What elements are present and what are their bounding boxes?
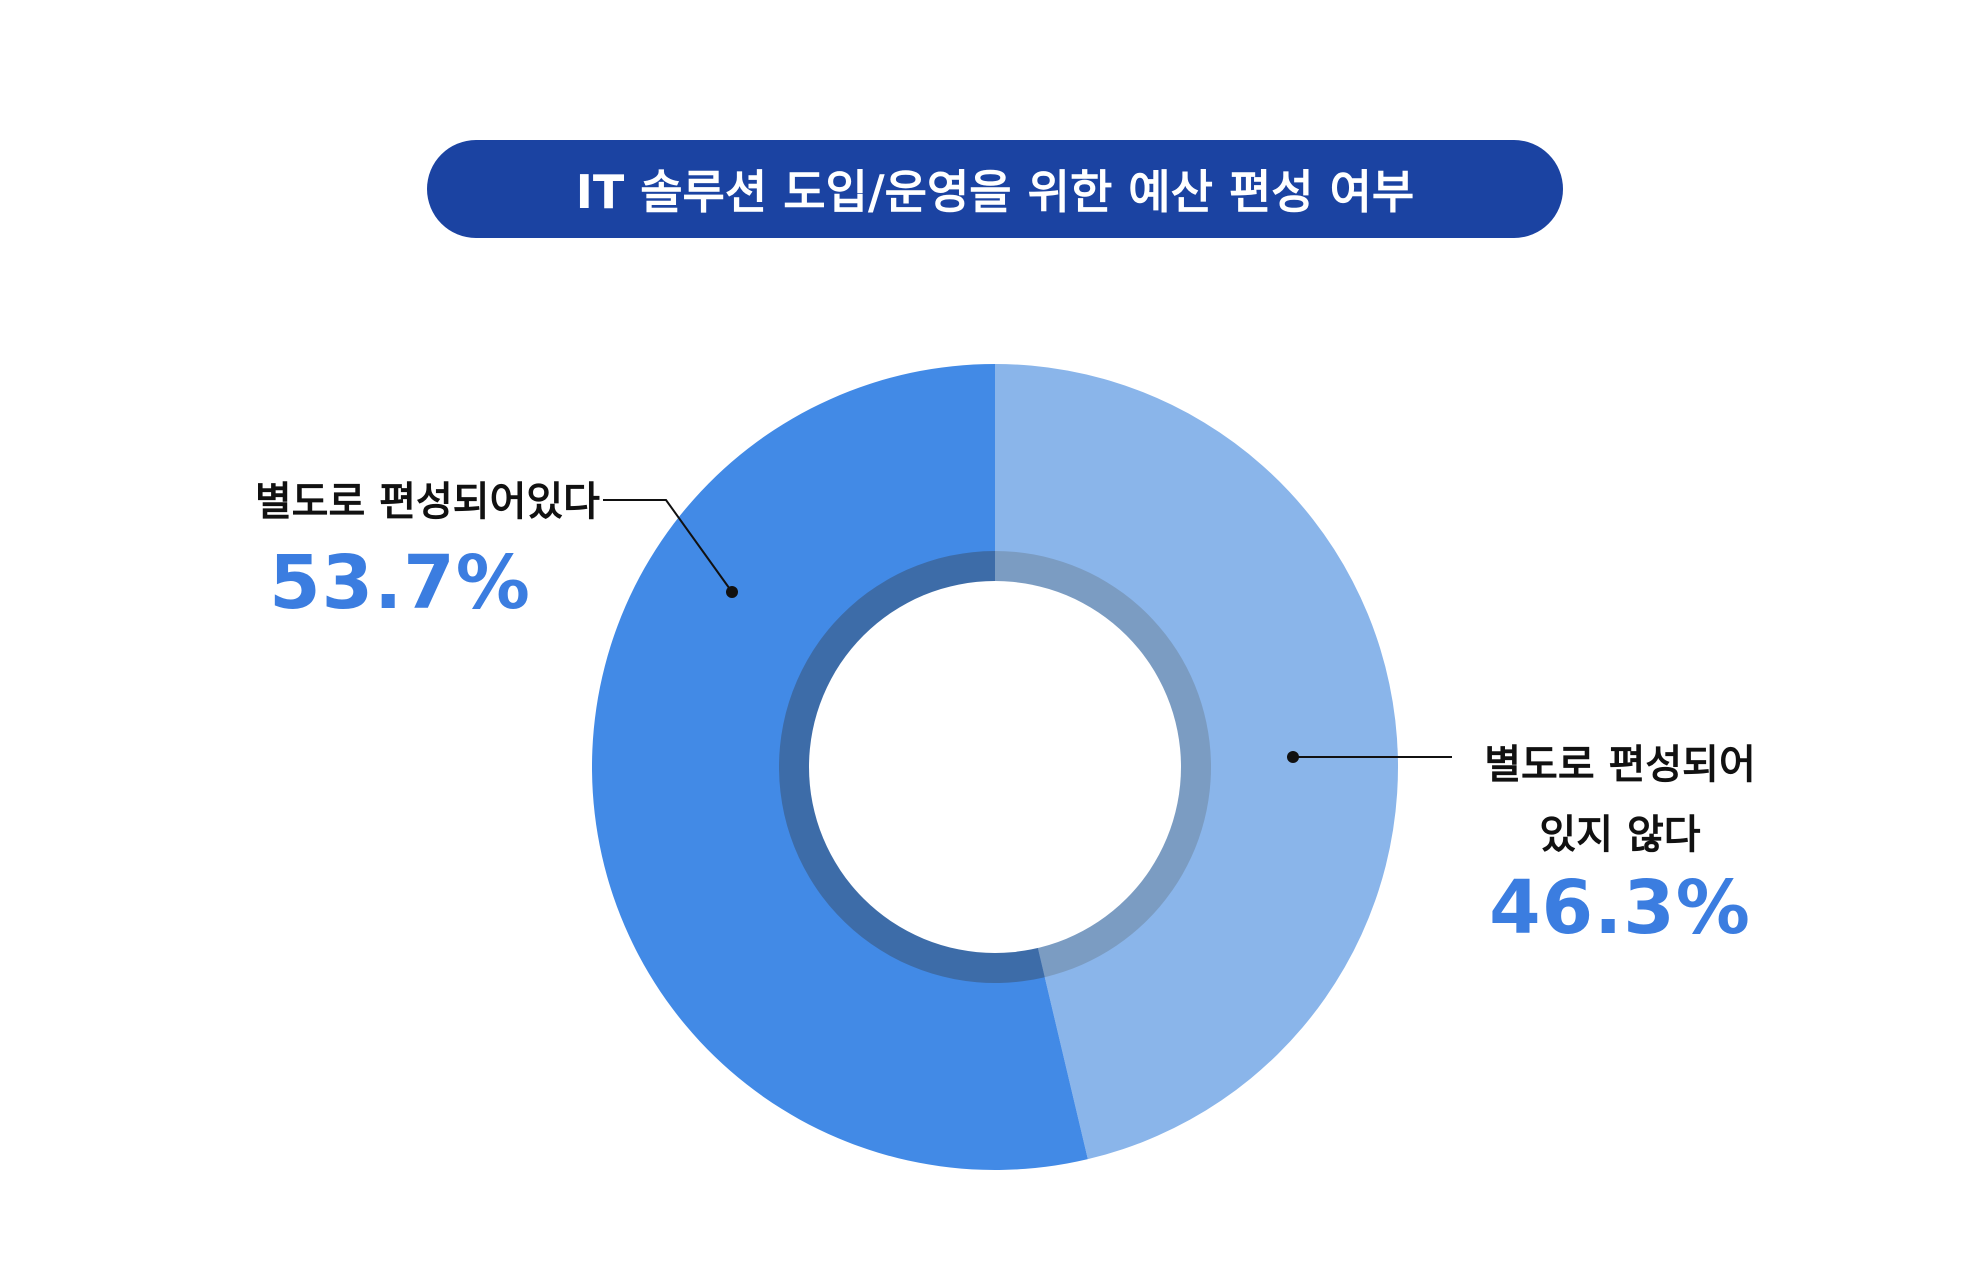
donut-hole (809, 581, 1181, 953)
slice-label-no-line1: 별도로 편성되어 (1484, 742, 1756, 788)
slice-label-no: 별도로 편성되어 있지 않다 (1440, 730, 1800, 870)
leader-lines (603, 499, 1452, 763)
slice-label-no-line2: 있지 않다 (1539, 812, 1701, 858)
leader-dot-yes (726, 586, 738, 598)
leader-dot-no (1287, 751, 1299, 763)
slice-value-yes: 53.7% (269, 540, 531, 626)
slice-value-no: 46.3% (1489, 865, 1751, 951)
chart-title: IT 솔루션 도입/운영을 위한 예산 편성 여부 (427, 140, 1563, 238)
leader-line-yes (603, 499, 733, 593)
slice-label-yes: 별도로 편성되어있다 (254, 479, 600, 525)
